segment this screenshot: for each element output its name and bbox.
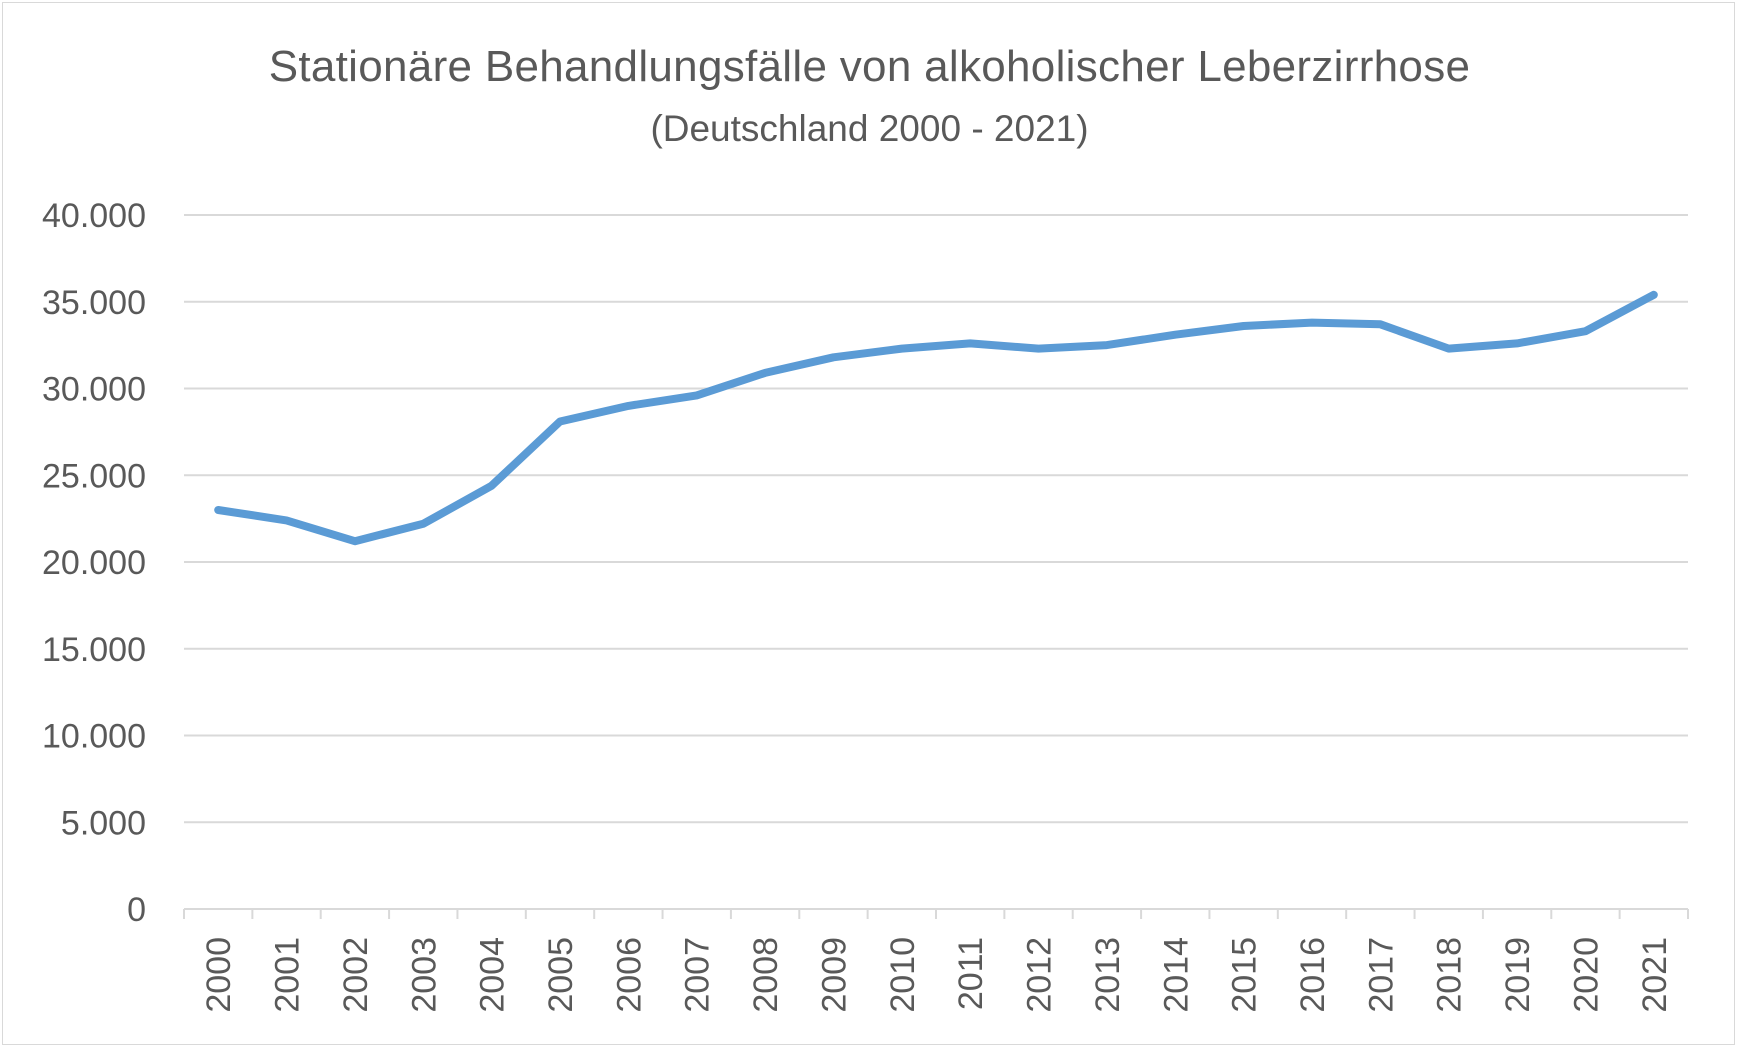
x-tick-label: 2017 [1362, 937, 1400, 1013]
x-tick-label: 2020 [1567, 937, 1605, 1013]
x-axis-ticks: 2000 2001 2002 2003 2004 2005 2006 2007 2008 2009… [183, 909, 1689, 1013]
gridlines [184, 214, 1688, 910]
series-layer [214, 290, 1658, 546]
y-tick-label: 35.000 [42, 284, 146, 322]
y-tick-label: 15.000 [42, 631, 146, 669]
y-tick-label: 0 [127, 891, 146, 929]
chart-subtitle: (Deutschland 2000 - 2021) [650, 108, 1089, 149]
y-tick-label: 20.000 [42, 544, 146, 582]
y-tick-label: 25.000 [42, 457, 146, 495]
y-axis-ticks: 0 5.000 10.000 15.000 20.000 25.000 30.000 35.0… [42, 197, 146, 929]
y-tick-label: 40.000 [42, 197, 146, 235]
x-tick-label: 2002 [337, 937, 375, 1013]
x-tick-label: 2013 [1089, 937, 1127, 1013]
x-tick-label: 2014 [1157, 937, 1195, 1013]
x-tick-label: 2003 [405, 937, 443, 1013]
x-tick-label: 2007 [679, 937, 717, 1013]
y-tick-label: 10.000 [42, 718, 146, 756]
x-tick-label: 2021 [1636, 937, 1674, 1013]
x-tick-label: 2006 [610, 937, 648, 1013]
y-tick-label: 30.000 [42, 371, 146, 409]
x-tick-label: 2012 [1021, 937, 1059, 1013]
series-line [214, 290, 1658, 546]
x-tick-label: 2000 [200, 937, 238, 1013]
chart-title: Stationäre Behandlungsfälle von alkoholi… [268, 42, 1471, 91]
x-tick-label: 2019 [1499, 937, 1537, 1013]
x-tick-label: 2015 [1226, 937, 1264, 1013]
x-tick-label: 2018 [1431, 937, 1469, 1013]
x-tick-label: 2010 [884, 937, 922, 1013]
x-tick-label: 2008 [747, 937, 785, 1013]
y-tick-label: 5.000 [61, 804, 146, 842]
x-tick-label: 2009 [815, 937, 853, 1013]
x-tick-label: 2001 [269, 937, 307, 1013]
x-tick-label: 2005 [542, 937, 580, 1013]
x-tick-label: 2016 [1294, 937, 1332, 1013]
x-tick-label: 2004 [474, 937, 512, 1013]
x-tick-label: 2011 [952, 937, 990, 1010]
